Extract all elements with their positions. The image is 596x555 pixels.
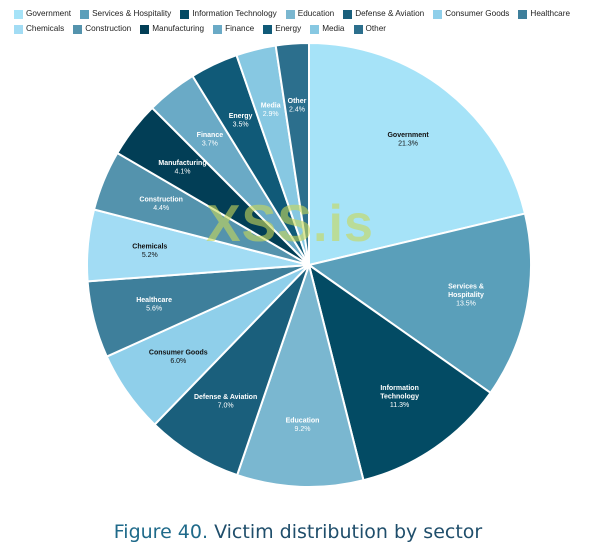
slice-value-text: 13.5% <box>456 301 476 308</box>
slice-value-text: 21.3% <box>398 141 418 148</box>
legend-swatch <box>285 9 295 19</box>
legend-swatch <box>14 9 23 19</box>
legend-item-healthcare: Healthcare <box>518 9 570 19</box>
legend-item-construction: Construction <box>73 24 131 34</box>
legend-swatch <box>180 9 190 19</box>
slice-label-text: Energy <box>229 113 253 120</box>
slice-label-text: Information <box>380 385 419 392</box>
slice-value-text: 2.4% <box>289 107 305 114</box>
slice-label-text: Consumer Goods <box>149 350 208 357</box>
slice-label-text: Chemicals <box>132 243 167 250</box>
legend-swatch <box>433 9 443 19</box>
slice-label-chemicals: Chemicals 5.2% <box>132 243 167 259</box>
figure-caption: Figure 40. Victim distribution by sector <box>0 521 596 543</box>
slice-label-services-and-hospitality: Services &Hospitality 13.5% <box>448 284 484 308</box>
slice-value-text: 5.6% <box>146 306 162 313</box>
slice-label-government: Government 21.3% <box>387 132 429 148</box>
slice-label-text: Manufacturing <box>158 160 206 167</box>
caption-text: Victim distribution by sector <box>208 521 483 543</box>
slice-label-text: Technology <box>380 394 419 401</box>
slice-label-text: Healthcare <box>136 297 172 304</box>
pie-slice-education <box>235 261 365 488</box>
chart-legend: Government Services & Hospitality Informat… <box>14 9 592 34</box>
legend-label: Healthcare <box>530 9 571 18</box>
slice-label-text: Education <box>286 417 320 424</box>
legend-label: Defense & Aviation <box>355 9 425 18</box>
legend-swatch <box>263 24 273 34</box>
slice-value-text: 4.4% <box>153 205 169 212</box>
slice-label-energy: Energy 3.5% <box>229 113 253 129</box>
slice-label-text: Media <box>261 102 281 109</box>
legend-swatch <box>80 9 90 19</box>
legend-item-other: Other <box>353 24 386 34</box>
legend-label: Consumer Goods <box>445 9 510 18</box>
legend-swatch <box>14 24 23 34</box>
legend-item-media: Media <box>310 24 345 34</box>
legend-item-manufacturing: Manufacturing <box>140 24 204 34</box>
legend-swatch <box>213 24 223 34</box>
slice-label-other: Other 2.4% <box>288 98 307 114</box>
legend-item-government: Government <box>14 9 71 19</box>
slice-label-media: Media 2.9% <box>261 102 281 118</box>
slice-value-text: 3.5% <box>233 122 249 129</box>
legend-label: Construction <box>85 24 132 33</box>
legend-label: Energy <box>275 24 302 33</box>
pie-slice-information-technology <box>307 262 492 482</box>
legend-label: Services & Hospitality <box>92 9 172 18</box>
legend-swatch <box>353 24 363 34</box>
legend-item-chemicals: Chemicals <box>14 24 64 34</box>
slice-label-finance: Finance 3.7% <box>197 132 224 148</box>
slice-value-text: 6.0% <box>170 358 186 365</box>
figure-number: Figure 40. <box>113 521 209 543</box>
slice-value-text: 11.3% <box>390 402 409 409</box>
legend-label: Information Technology <box>192 9 277 18</box>
slice-label-education: Education 9.2% <box>286 417 320 433</box>
legend-item-services-and-hospitality: Services & Hospitality <box>80 9 171 19</box>
legend-item-information-technology: Information Technology <box>180 9 277 19</box>
legend-label: Finance <box>225 24 255 33</box>
legend-item-education: Education <box>285 9 335 19</box>
legend-item-energy: Energy <box>263 24 301 34</box>
legend-label: Manufacturing <box>152 24 205 33</box>
slice-value-text: 5.2% <box>142 252 158 259</box>
legend-label: Other <box>365 24 386 33</box>
slice-label-healthcare: Healthcare 5.6% <box>136 297 172 313</box>
legend-label: Education <box>297 9 335 18</box>
legend-swatch <box>518 9 528 19</box>
slice-value-text: 9.2% <box>295 426 311 433</box>
legend-swatch <box>140 24 150 34</box>
slice-value-text: 3.7% <box>202 141 218 148</box>
slice-label-text: Hospitality <box>448 292 484 299</box>
legend-item-defense-and-aviation: Defense & Aviation <box>343 9 424 19</box>
slice-value-text: 2.9% <box>263 111 279 118</box>
legend-swatch <box>343 9 353 19</box>
legend-label: Chemicals <box>26 24 65 33</box>
pie-slice-other <box>274 41 310 266</box>
legend-swatch <box>310 24 320 34</box>
pie-slice-government <box>308 41 527 267</box>
legend-label: Media <box>322 24 345 33</box>
slice-label-text: Other <box>288 98 307 105</box>
watermark-text: XSS.is <box>206 195 374 253</box>
pie-slice-services-and-hospitality <box>306 212 532 395</box>
legend-item-finance: Finance <box>213 24 254 34</box>
legend-label: Government <box>26 9 72 18</box>
slice-value-text: 7.0% <box>218 402 234 409</box>
slice-label-text: Defense & Aviation <box>194 394 257 401</box>
legend-swatch <box>73 24 83 34</box>
slice-label-text: Construction <box>139 197 183 204</box>
slice-value-text: 4.1% <box>175 168 191 175</box>
slice-label-text: Finance <box>197 132 224 139</box>
legend-item-consumer-goods: Consumer Goods <box>433 9 509 19</box>
slice-label-text: Services & <box>448 284 484 291</box>
slice-label-text: Government <box>387 132 429 139</box>
